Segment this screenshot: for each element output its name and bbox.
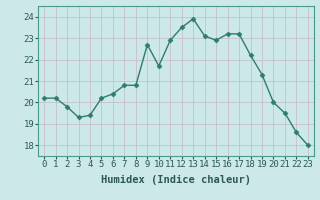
X-axis label: Humidex (Indice chaleur): Humidex (Indice chaleur) [101,175,251,185]
